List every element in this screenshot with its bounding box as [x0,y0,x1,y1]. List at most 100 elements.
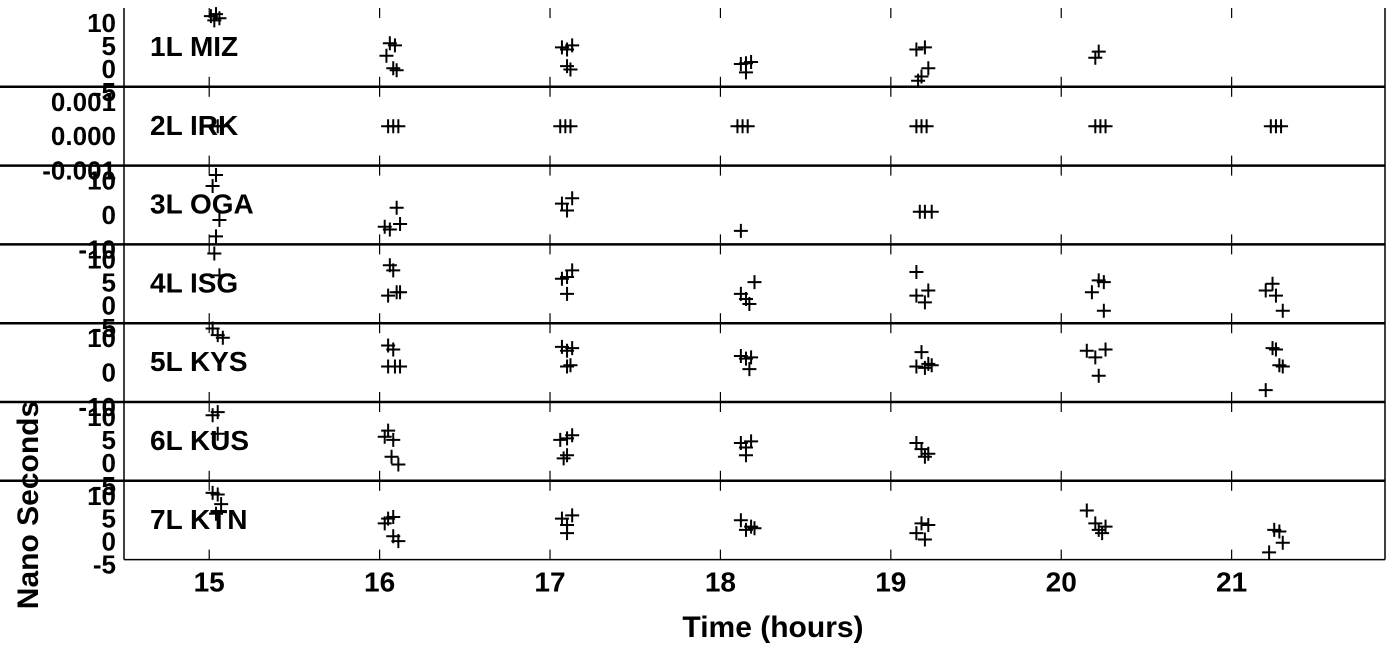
data-point [1091,368,1106,383]
data-point [553,432,568,447]
x-tick-label: 19 [875,567,906,598]
y-tick-label: -5 [93,471,116,501]
data-point [565,428,580,443]
data-point [215,330,230,345]
data-point [1091,522,1106,537]
data-point [565,191,580,206]
data-point [909,42,924,57]
data-point [384,449,399,464]
y-tick-label: 0.001 [51,87,116,117]
data-point [921,356,936,371]
data-point [921,518,936,533]
data-point [210,487,225,502]
data-point [921,283,936,298]
x-tick-label: 16 [364,567,395,598]
station-label: 7L KTN [150,504,248,535]
data-point [1088,350,1103,365]
data-point [560,203,575,218]
y-tick-label: 10 [87,323,116,353]
x-tick-label: 20 [1046,567,1077,598]
y-tick-label: 0 [102,290,116,320]
data-point [733,513,748,528]
data-point [747,275,762,290]
data-point [382,222,397,237]
data-point [1275,535,1290,550]
data-point [1088,50,1103,65]
data-point [1095,526,1110,541]
data-point [742,297,757,312]
data-point [560,526,575,541]
data-point [386,342,401,357]
x-tick-label: 18 [705,567,736,598]
y-tick-label: -10 [78,392,116,422]
y-tick-label: 5 [102,267,116,297]
x-tick-label: 17 [534,567,565,598]
y-tick-label: -5 [93,550,116,580]
data-point [560,359,575,374]
data-point [386,263,401,278]
data-point [560,286,575,301]
y-tick-label: 5 [102,425,116,455]
data-point [207,246,222,261]
data-point [917,532,932,547]
data-point [391,457,406,472]
station-label: 5L KYS [150,346,248,377]
data-point [1268,288,1283,303]
y-tick-label: 0 [102,448,116,478]
y-tick-label: 10 [87,244,116,274]
y-tick-label: 0 [102,527,116,557]
data-point [1084,285,1099,300]
data-point [379,48,394,63]
data-point [909,526,924,541]
data-point [919,119,934,134]
data-point [563,358,578,373]
data-point [1275,359,1290,374]
y-tick-label: 0 [102,358,116,388]
data-point [1272,358,1287,373]
x-axis: 15 16 17 18 19 20 21 [194,567,1248,598]
panel-3: 10 0 -10 3L OGA [0,164,1385,264]
data-point [565,508,580,523]
data-point [205,178,220,193]
data-point [1274,119,1289,134]
data-point [1265,341,1280,356]
data-point [1262,545,1277,560]
station-label: 6L KUS [150,425,249,456]
data-point [386,509,401,524]
data-point [744,434,759,449]
data-point [924,204,939,219]
data-point [1098,119,1113,134]
data-point [563,62,578,77]
data-point [909,265,924,279]
x-tick-label: 15 [194,567,225,598]
y-tick-label: 0 [102,54,116,84]
data-point [210,405,225,420]
data-point [386,432,401,447]
data-point [1268,342,1283,357]
data-point [386,61,401,76]
data-point [738,65,753,80]
data-point [393,217,408,232]
x-axis-label: Time (hours) [682,611,863,644]
y-tick-label: -5 [93,77,116,107]
data-point [1079,503,1094,518]
y-tick-label: 5 [102,31,116,61]
data-point [1275,303,1290,318]
data-point [212,268,227,283]
data-point [393,285,408,300]
data-point [909,359,924,374]
data-point [740,119,755,134]
data-point [1265,276,1280,291]
data-point [381,288,396,303]
y-tick-label: 10 [87,402,116,432]
data-point [1258,383,1273,398]
y-tick-label: 0 [102,200,116,230]
data-point [212,212,227,227]
data-point [387,38,402,53]
data-point [1098,519,1113,534]
data-point [209,506,224,521]
station-label: 4L ISG [150,267,238,298]
